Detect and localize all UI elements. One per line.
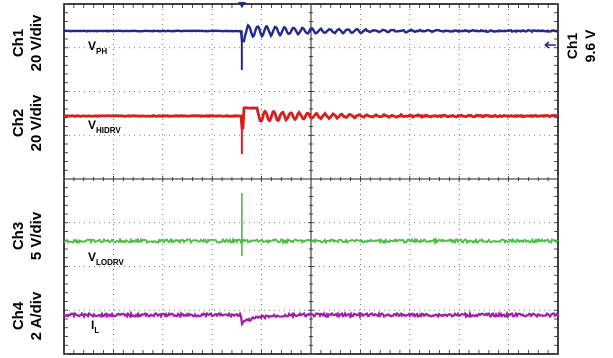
- channel-labels: Ch1 20 V/div Ch2 20 V/div Ch3 5 V/div Ch…: [10, 14, 598, 340]
- trigger-level: 9.6 V: [582, 29, 598, 62]
- signal-label-ch4: IL: [91, 318, 99, 335]
- trace-ch4: [63, 310, 559, 327]
- ch1-scale: 20 V/div: [28, 14, 45, 71]
- signal-label-ch2: VHIDRV: [88, 118, 121, 135]
- ch4-name: Ch4: [10, 301, 27, 330]
- trace-ch1: [63, 23, 559, 43]
- waveform-traces: [63, 23, 559, 327]
- ch1-name: Ch1: [10, 29, 27, 57]
- trigger-position-marker: [238, 2, 246, 8]
- scope-graticule: [63, 3, 559, 355]
- trigger-markers: [238, 2, 556, 49]
- ch3-name: Ch3: [10, 222, 27, 250]
- ch3-scale: 5 V/div: [28, 211, 45, 260]
- ch2-name: Ch2: [10, 109, 27, 137]
- ch4-scale: 2 A/div: [28, 291, 45, 340]
- trace-ch3: [63, 236, 559, 246]
- signal-label-ch1: VPH: [88, 39, 107, 56]
- ch2-scale: 20 V/div: [28, 94, 45, 151]
- signal-label-ch3: VLODRV: [88, 250, 125, 267]
- trigger-level-arrow-icon: [544, 41, 556, 49]
- trace-ch2: [63, 106, 559, 130]
- trigger-channel: Ch1: [564, 33, 580, 60]
